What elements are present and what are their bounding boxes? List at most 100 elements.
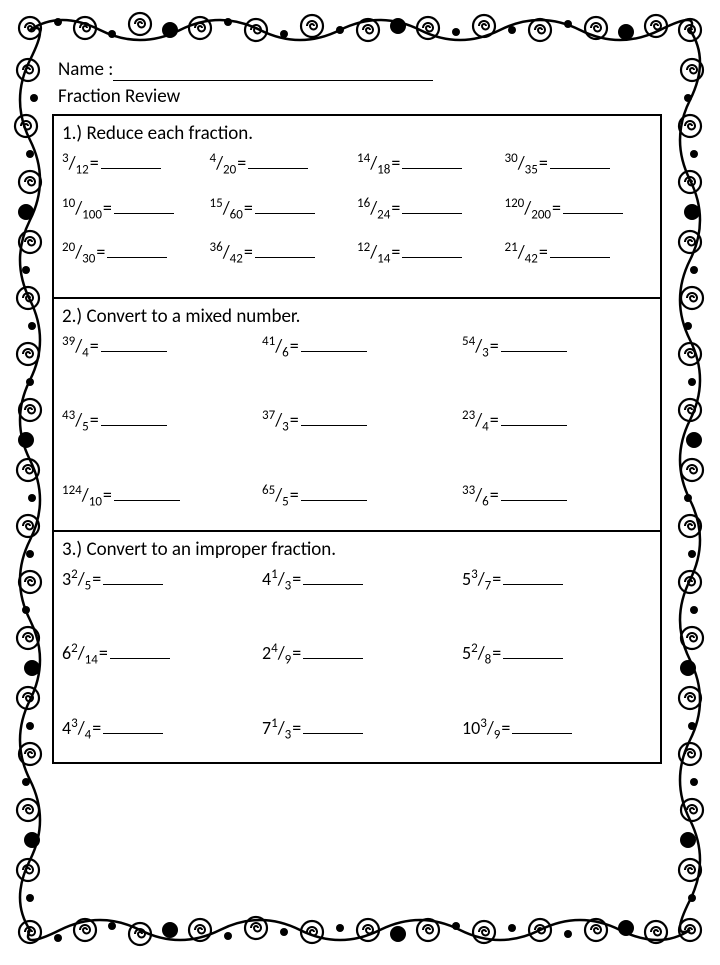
problem-cell: 3 2/5= [62, 567, 262, 594]
equals-sign: = [90, 409, 99, 431]
problem-cell: 4 3/4= [62, 716, 262, 743]
equals-sign: = [290, 484, 299, 506]
answer-blank[interactable] [107, 244, 167, 258]
answer-blank[interactable] [501, 338, 567, 352]
answer-blank[interactable] [512, 720, 572, 734]
equals-sign: = [92, 717, 101, 739]
problem-cell: 33/6= [462, 483, 652, 510]
sections-container: 1.) Reduce each fraction. 3/12=4/20=14/1… [52, 114, 662, 764]
answer-blank[interactable] [503, 645, 563, 659]
problem-row: 10/100=15/60=16/24=120/200= [62, 196, 652, 223]
answer-blank[interactable] [550, 155, 610, 169]
equals-sign: = [501, 717, 510, 739]
problem-row: 3 2/5=4 1/3=5 3/7= [62, 567, 652, 594]
equals-sign: = [490, 409, 499, 431]
problem-cell: 41/6= [262, 334, 462, 361]
equals-sign: = [391, 152, 400, 174]
problem-cell: 10/100= [62, 196, 210, 223]
equals-sign: = [237, 152, 246, 174]
answer-blank[interactable] [303, 645, 363, 659]
equals-sign: = [391, 241, 400, 263]
problem-row: 4 3/4=7 1/3=10 3/9= [62, 716, 652, 743]
equals-sign: = [92, 568, 101, 590]
equals-sign: = [103, 484, 112, 506]
name-label: Name : [58, 58, 113, 81]
problem-row: 20/30=36/42=12/14=21/42= [62, 240, 652, 267]
answer-blank[interactable] [255, 200, 315, 214]
answer-blank[interactable] [101, 155, 161, 169]
problem-cell: 30/35= [505, 151, 653, 178]
answer-blank[interactable] [550, 244, 610, 258]
answer-blank[interactable] [301, 338, 367, 352]
problem-cell: 20/30= [62, 240, 210, 267]
worksheet-page: Name : Fraction Review 1.) Reduce each f… [0, 0, 720, 960]
answer-blank[interactable] [563, 200, 623, 214]
problem-cell: 16/24= [357, 196, 505, 223]
answer-blank[interactable] [114, 487, 180, 501]
equals-sign: = [99, 642, 108, 664]
equals-sign: = [492, 642, 501, 664]
equals-sign: = [292, 717, 301, 739]
equals-sign: = [490, 335, 499, 357]
problem-cell: 3/12= [62, 151, 210, 178]
answer-blank[interactable] [101, 412, 167, 426]
answer-blank[interactable] [301, 412, 367, 426]
equals-sign: = [244, 197, 253, 219]
equals-sign: = [90, 335, 99, 357]
equals-sign: = [292, 642, 301, 664]
problem-cell: 65/5= [262, 483, 462, 510]
problem-row: 124/10=65/5=33/6= [62, 483, 652, 510]
section-to-mixed: 2.) Convert to a mixed number. 39/4=41/6… [54, 297, 660, 530]
problem-cell: 4 1/3= [262, 567, 462, 594]
answer-blank[interactable] [110, 645, 170, 659]
equals-sign: = [292, 568, 301, 590]
problem-cell: 15/60= [210, 196, 358, 223]
answer-blank[interactable] [503, 571, 563, 585]
answer-blank[interactable] [101, 338, 167, 352]
problem-cell: 4/20= [210, 151, 358, 178]
problem-cell: 23/4= [462, 408, 652, 435]
problem-cell: 7 1/3= [262, 716, 462, 743]
equals-sign: = [552, 197, 561, 219]
answer-blank[interactable] [301, 487, 367, 501]
name-field-row: Name : [58, 58, 662, 81]
problem-cell: 54/3= [462, 334, 652, 361]
equals-sign: = [539, 152, 548, 174]
equals-sign: = [103, 197, 112, 219]
answer-blank[interactable] [248, 155, 308, 169]
problem-row: 6 2/14=2 4/9=5 2/8= [62, 641, 652, 668]
answer-blank[interactable] [402, 200, 462, 214]
answer-blank[interactable] [103, 571, 163, 585]
equals-sign: = [290, 409, 299, 431]
answer-blank[interactable] [114, 200, 174, 214]
equals-sign: = [96, 241, 105, 263]
section-2-title: 2.) Convert to a mixed number. [62, 305, 652, 328]
section-3-title: 3.) Convert to an improper fraction. [62, 538, 652, 561]
problem-cell: 5 3/7= [462, 567, 652, 594]
problem-row: 39/4=41/6=54/3= [62, 334, 652, 361]
answer-blank[interactable] [303, 720, 363, 734]
name-blank[interactable] [113, 65, 433, 81]
problem-cell: 39/4= [62, 334, 262, 361]
equals-sign: = [539, 241, 548, 263]
answer-blank[interactable] [103, 720, 163, 734]
problem-cell: 6 2/14= [62, 641, 262, 668]
problem-cell: 12/14= [357, 240, 505, 267]
problem-cell: 124/10= [62, 483, 262, 510]
problem-cell: 2 4/9= [262, 641, 462, 668]
answer-blank[interactable] [255, 244, 315, 258]
problem-cell: 37/3= [262, 408, 462, 435]
problem-cell: 36/42= [210, 240, 358, 267]
problem-row: 43/5=37/3=23/4= [62, 408, 652, 435]
equals-sign: = [490, 484, 499, 506]
section-reduce: 1.) Reduce each fraction. 3/12=4/20=14/1… [54, 116, 660, 297]
section-1-title: 1.) Reduce each fraction. [62, 122, 652, 145]
answer-blank[interactable] [501, 487, 567, 501]
answer-blank[interactable] [303, 571, 363, 585]
problem-cell: 21/42= [505, 240, 653, 267]
answer-blank[interactable] [402, 244, 462, 258]
equals-sign: = [90, 152, 99, 174]
answer-blank[interactable] [501, 412, 567, 426]
answer-blank[interactable] [402, 155, 462, 169]
section-to-improper: 3.) Convert to an improper fraction. 3 2… [54, 530, 660, 763]
